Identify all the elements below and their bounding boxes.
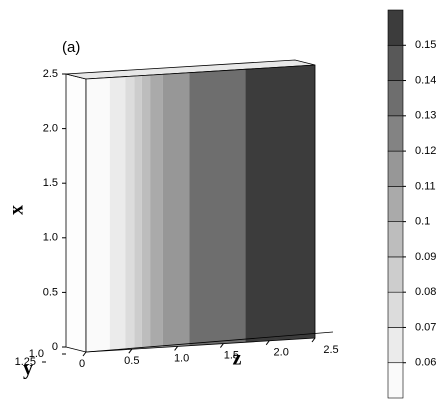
colorbar-segment: [387, 327, 404, 364]
colorbar-tick-label: 0.08: [415, 286, 436, 298]
contour-band: [189, 69, 246, 346]
colorbar-tick-label: 0.07: [415, 321, 436, 333]
colorbar-segment: [387, 362, 404, 399]
contour-band: [134, 75, 142, 350]
contour-band: [245, 65, 315, 343]
x-tick-label: 2.5: [43, 68, 58, 80]
colorbar-segment: [387, 256, 404, 293]
contour-band: [125, 76, 135, 350]
colorbar-segment: [387, 221, 404, 258]
panel-label: (a): [62, 39, 80, 56]
y-tick-label: 1.25: [15, 356, 36, 368]
contour-band: [150, 74, 163, 349]
colorbar-tick-label: 0.15: [415, 39, 436, 51]
colorbar-segment: [387, 115, 404, 152]
colorbar-segment: [387, 150, 404, 187]
x-tick-label: 0.5: [43, 286, 58, 298]
colorbar-tick-label: 0.11: [415, 180, 436, 192]
colorbar-tick-label: 0.06: [415, 357, 436, 369]
y-axis-label: y: [23, 358, 33, 380]
z-tick: [82, 351, 87, 357]
colorbar-segment: [387, 80, 404, 117]
x-tick-label: 2.0: [43, 123, 58, 135]
colorbar-segment: [387, 186, 404, 222]
z-tick-label: 1.0: [174, 352, 189, 364]
colorbar-segment: [387, 9, 404, 46]
x-tick-label: 1.5: [43, 177, 58, 189]
contour-band: [109, 76, 126, 351]
z-tick-label: 0: [79, 358, 85, 370]
contour-band: [162, 72, 190, 348]
x-axis-label: x: [6, 205, 28, 215]
z-tick: [311, 337, 316, 343]
colorbar-segment: [387, 44, 404, 81]
z-tick-label: 2.5: [323, 344, 338, 356]
z-axis-label: z: [233, 348, 242, 370]
z-tick: [128, 348, 133, 354]
z-tick-label: 2.0: [274, 347, 289, 359]
side-face: [65, 73, 87, 353]
z-tick-label: 0.5: [124, 355, 139, 367]
colorbar-tick-label: 0.14: [415, 74, 436, 86]
z-tick: [174, 346, 179, 351]
z-tick: [265, 340, 270, 346]
contour-band: [141, 75, 151, 349]
colorbar-tick-label: 0.13: [415, 110, 436, 122]
front-face-outline: [85, 64, 316, 353]
z-tick: [219, 343, 224, 348]
colorbar-tick-label: 0.09: [415, 251, 436, 263]
x-tick-label: 0: [52, 341, 58, 353]
contour-band: [86, 77, 110, 352]
colorbar-tick-label: 0.1: [415, 216, 430, 228]
colorbar-segment: [387, 291, 404, 328]
z-tick-label: 1.5: [224, 350, 239, 362]
floor-edge: [85, 331, 334, 353]
x-tick-label: 1.0: [43, 232, 58, 244]
y-tick-label: 1.0: [29, 348, 44, 360]
colorbar-tick-label: 0.12: [415, 145, 436, 157]
